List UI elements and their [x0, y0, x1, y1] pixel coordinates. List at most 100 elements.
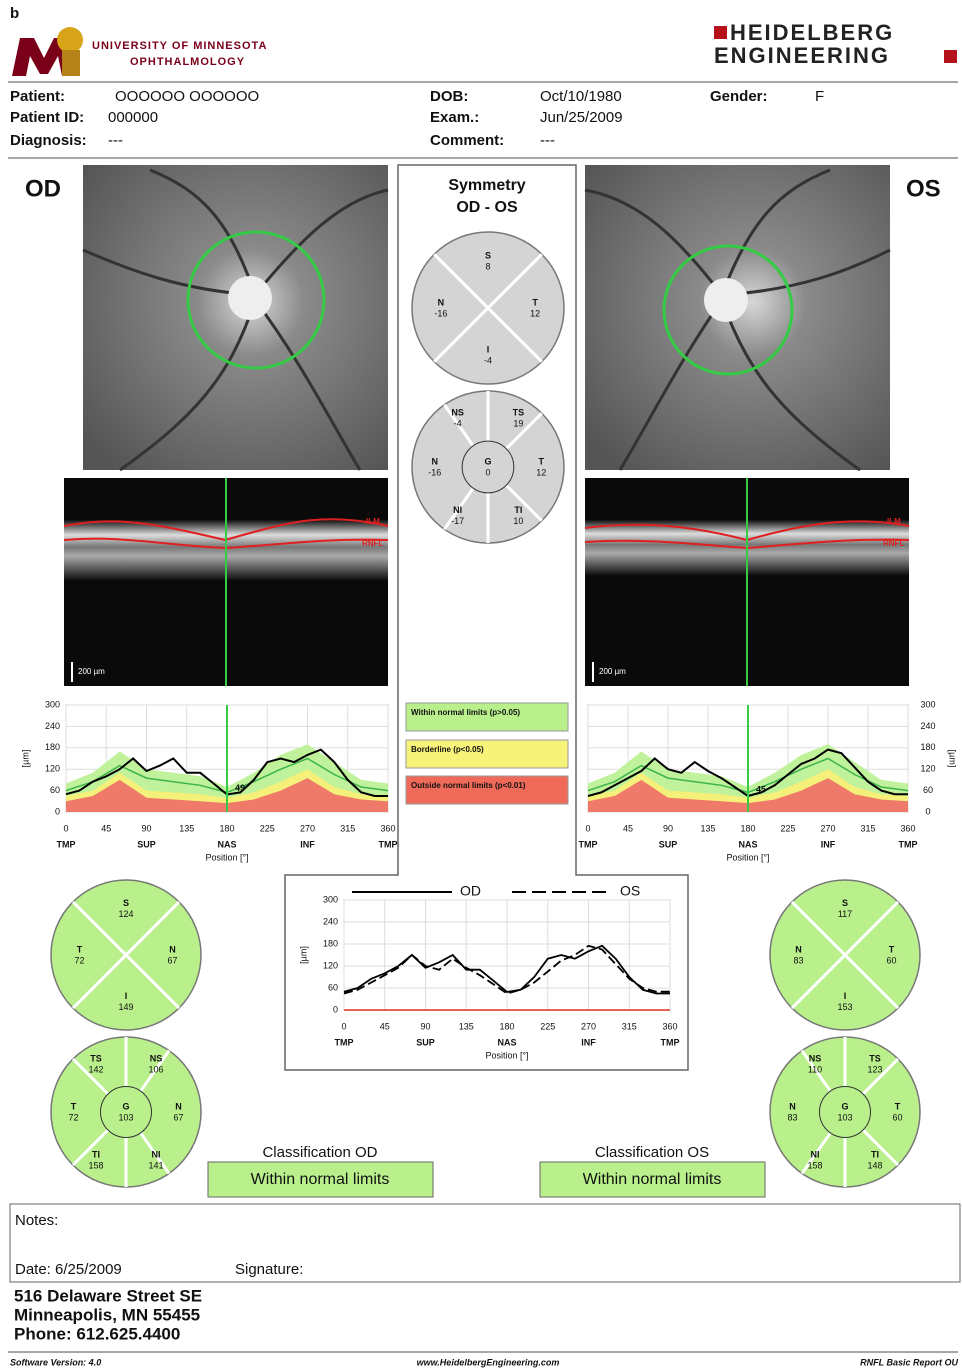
field-label: DOB: — [430, 88, 468, 105]
sector-value: 158 — [807, 1160, 822, 1170]
x-tick-label: 315 — [622, 1021, 637, 1031]
umn-logo — [12, 27, 83, 76]
y-tick-label: 240 — [920, 721, 935, 731]
x-tick-label: 45 — [623, 823, 633, 833]
x-tick-label: 135 — [700, 823, 715, 833]
x-sector-label: TMP — [57, 839, 76, 849]
classification-result: Within normal limits — [583, 1171, 722, 1188]
x-tick-label: 360 — [900, 823, 915, 833]
sector-value: -4 — [454, 419, 462, 429]
sector-label: TS — [869, 1053, 881, 1063]
institution: University of Minnesota — [92, 40, 267, 52]
y-tick-label: 60 — [50, 785, 60, 795]
notes-signature: Signature: — [235, 1261, 303, 1278]
sector-value: 103 — [837, 1112, 852, 1122]
x-tick-label: 90 — [420, 1021, 430, 1031]
oct-od — [64, 478, 388, 686]
sector-label: S — [123, 898, 129, 908]
field-label: Comment: — [430, 132, 504, 149]
x-sector-label: INF — [821, 839, 836, 849]
x-tick-label: 270 — [300, 823, 315, 833]
sector-label: T — [889, 944, 895, 954]
y-tick-label: 240 — [323, 916, 338, 926]
x-sector-label: SUP — [659, 839, 678, 849]
vendor-name: HEIDELBERG — [730, 20, 894, 45]
sector-label: I — [844, 991, 847, 1001]
classification-result: Within normal limits — [251, 1171, 390, 1188]
sector-label: I — [125, 991, 128, 1001]
y-axis-label: [µm] — [948, 750, 958, 768]
x-axis-label: Position [°] — [205, 852, 248, 862]
y-tick-label: 60 — [923, 785, 933, 795]
sector-label: TS — [90, 1053, 102, 1063]
sector-label: NS — [150, 1053, 163, 1063]
sector-value: 8 — [485, 261, 490, 271]
sector-label: N — [175, 1101, 182, 1111]
x-sector-label: INF — [581, 1037, 596, 1047]
symmetry-title: Symmetry — [448, 177, 525, 194]
x-tick-label: 135 — [179, 823, 194, 833]
vendor-mark — [714, 26, 727, 39]
x-tick-label: 360 — [380, 823, 395, 833]
x-sector-label: SUP — [416, 1037, 435, 1047]
y-tick-label: 120 — [45, 764, 60, 774]
address-line: 516 Delaware Street SE — [14, 1286, 202, 1305]
x-sector-label: TMP — [379, 839, 398, 849]
x-tick-label: 0 — [585, 823, 590, 833]
field-value: 000000 — [108, 109, 158, 126]
sector-value: 72 — [68, 1112, 78, 1122]
sector-label: I — [487, 344, 490, 354]
sector-label: NI — [152, 1149, 161, 1159]
scale-bar-label: 200 µm — [599, 667, 626, 676]
fundus-os — [585, 165, 890, 470]
y-tick-label: 0 — [925, 806, 930, 816]
sector-value: 60 — [886, 955, 896, 965]
scale-bar-label: 200 µm — [78, 667, 105, 676]
sector-label: T — [532, 297, 538, 307]
sector-value: 124 — [118, 909, 133, 919]
annotation: 45 — [756, 784, 766, 794]
sector-value: 72 — [74, 955, 84, 965]
x-sector-label: NAS — [217, 839, 236, 849]
x-axis-label: Position [°] — [726, 852, 769, 862]
vendor-name: ENGINEERING — [714, 43, 890, 68]
notes-box — [10, 1204, 960, 1282]
x-tick-label: 0 — [63, 823, 68, 833]
sector-label: NI — [453, 505, 462, 515]
sector-label: NI — [811, 1149, 820, 1159]
sector-value: 67 — [167, 955, 177, 965]
sector-value: 117 — [838, 909, 852, 919]
y-tick-label: 60 — [328, 982, 338, 992]
x-tick-label: 135 — [459, 1021, 474, 1031]
sector-label: T — [71, 1101, 77, 1111]
layer-label: RNFL — [883, 539, 904, 548]
sector-label: TI — [871, 1149, 879, 1159]
sector-value: 110 — [808, 1064, 822, 1074]
sector-value: 153 — [837, 1002, 852, 1012]
legend-text: Borderline (p<0.05) — [411, 745, 484, 754]
field-label: Exam.: — [430, 109, 479, 126]
x-tick-label: 90 — [141, 823, 151, 833]
vendor-mark — [944, 50, 957, 63]
y-tick-label: 0 — [55, 806, 60, 816]
x-tick-label: 180 — [740, 823, 755, 833]
sector-value: 106 — [148, 1064, 163, 1074]
page: { "header": {"panel_letter": "b", "insti… — [0, 0, 962, 1371]
sector-value: 10 — [513, 516, 523, 526]
y-tick-label: 120 — [323, 960, 338, 970]
sector-label: S — [485, 250, 491, 260]
eye-label: OD — [25, 175, 61, 202]
symmetry-title: OD - OS — [456, 199, 518, 216]
sector-label: N — [789, 1101, 796, 1111]
sector-label: TI — [92, 1149, 100, 1159]
x-tick-label: 0 — [341, 1021, 346, 1031]
classification-title: Classification OD — [262, 1144, 377, 1161]
y-tick-label: 300 — [920, 699, 935, 709]
x-sector-label: NAS — [738, 839, 757, 849]
x-tick-label: 180 — [499, 1021, 514, 1031]
y-tick-label: 240 — [45, 721, 60, 731]
layer-label: ILM — [887, 517, 901, 526]
sector-value: 60 — [892, 1112, 902, 1122]
notes-label: Notes: — [15, 1212, 58, 1229]
x-tick-label: 45 — [101, 823, 111, 833]
